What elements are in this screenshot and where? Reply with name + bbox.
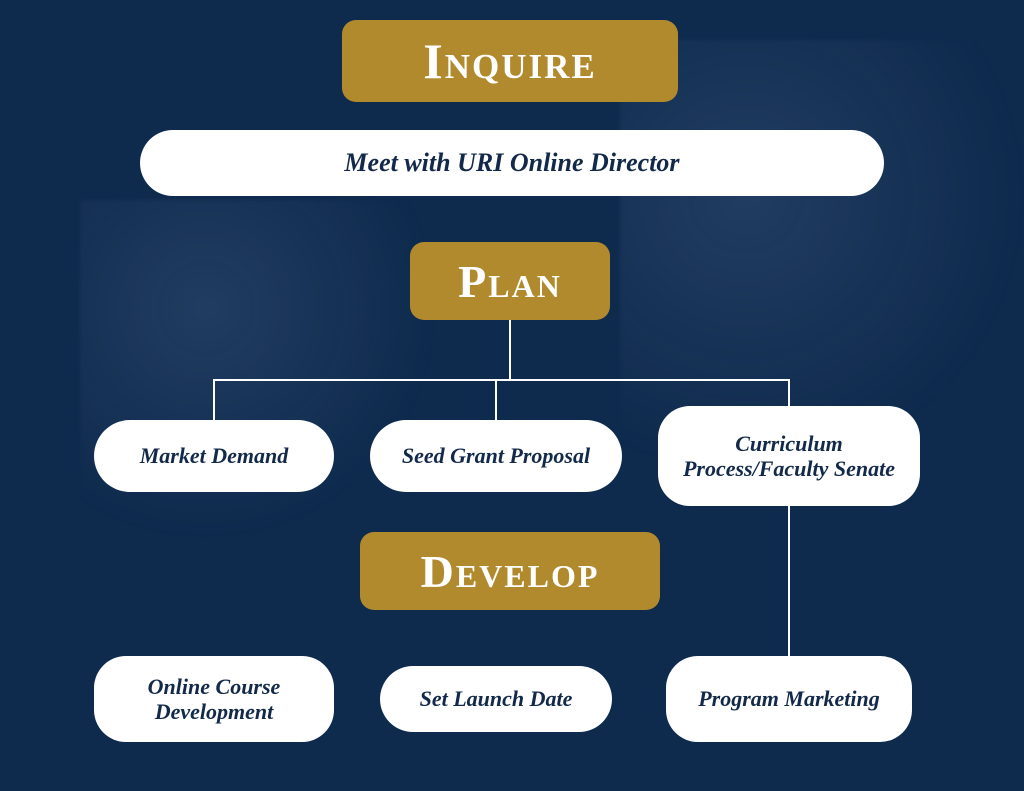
- step-set-launch-date: Set Launch Date: [380, 666, 612, 732]
- step-label: Market Demand: [140, 443, 289, 468]
- phase-header-develop: Develop: [360, 532, 660, 610]
- phase-header-label: Inquire: [423, 32, 596, 90]
- step-curriculum-senate: Curriculum Process/Faculty Senate: [658, 406, 920, 506]
- step-seed-grant: Seed Grant Proposal: [370, 420, 622, 492]
- step-label: Set Launch Date: [420, 686, 573, 711]
- step-label: Curriculum Process/Faculty Senate: [676, 431, 902, 482]
- phase-header-plan: Plan: [410, 242, 610, 320]
- step-market-demand: Market Demand: [94, 420, 334, 492]
- step-label: Program Marketing: [698, 686, 880, 711]
- step-meet-director: Meet with URI Online Director: [140, 130, 884, 196]
- phase-header-label: Develop: [421, 545, 600, 598]
- step-label: Meet with URI Online Director: [344, 148, 679, 178]
- diagram-stage: Inquire Plan Develop Meet with URI Onlin…: [0, 0, 1024, 791]
- step-program-marketing: Program Marketing: [666, 656, 912, 742]
- phase-header-label: Plan: [458, 255, 562, 308]
- phase-header-inquire: Inquire: [342, 20, 678, 102]
- step-online-course-dev: Online Course Development: [94, 656, 334, 742]
- step-label: Online Course Development: [112, 674, 316, 725]
- step-label: Seed Grant Proposal: [402, 443, 590, 468]
